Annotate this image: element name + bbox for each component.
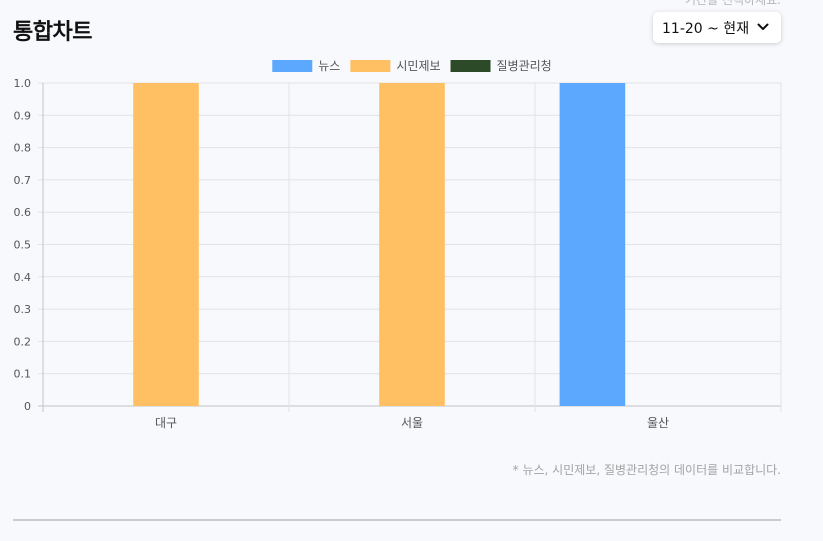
y-tick-label: 0.8: [14, 142, 32, 155]
legend-label: 시민제보: [396, 59, 440, 73]
period-hint: 기간을 선택하세요.: [685, 0, 781, 7]
y-tick-label: 0.2: [14, 335, 32, 348]
y-tick-label: 1.0: [14, 77, 32, 90]
y-tick-label: 0.6: [14, 206, 32, 219]
bar: [379, 83, 445, 406]
y-tick-label: 0.1: [14, 368, 32, 381]
chart-footnote: * 뉴스, 시민제보, 질병관리청의 데이터를 비교합니다.: [512, 463, 781, 477]
legend-swatch: [350, 60, 391, 72]
legend-swatch: [450, 60, 491, 72]
legend-label: 뉴스: [318, 59, 340, 73]
y-tick-label: 0.7: [14, 174, 32, 187]
y-tick-label: 0.4: [14, 271, 32, 284]
x-tick-label: 울산: [647, 416, 669, 430]
divider: [13, 519, 781, 521]
chevron-down-icon: [757, 23, 769, 30]
x-tick-label: 대구: [155, 416, 177, 430]
period-value: 11-20 ~ 현재: [662, 20, 750, 37]
x-tick-label: 서울: [401, 416, 423, 430]
y-tick-label: 0.3: [14, 303, 32, 316]
bar: [133, 83, 199, 406]
period-dropdown[interactable]: 11-20 ~ 현재: [653, 12, 781, 43]
y-tick-label: 0.5: [14, 239, 32, 252]
y-tick-label: 0.9: [14, 109, 32, 122]
bar: [559, 83, 626, 406]
legend-swatch: [272, 60, 313, 72]
y-tick-label: 0: [24, 400, 31, 413]
page-title: 통합차트: [13, 20, 92, 45]
legend-label: 질병관리청: [497, 59, 552, 73]
